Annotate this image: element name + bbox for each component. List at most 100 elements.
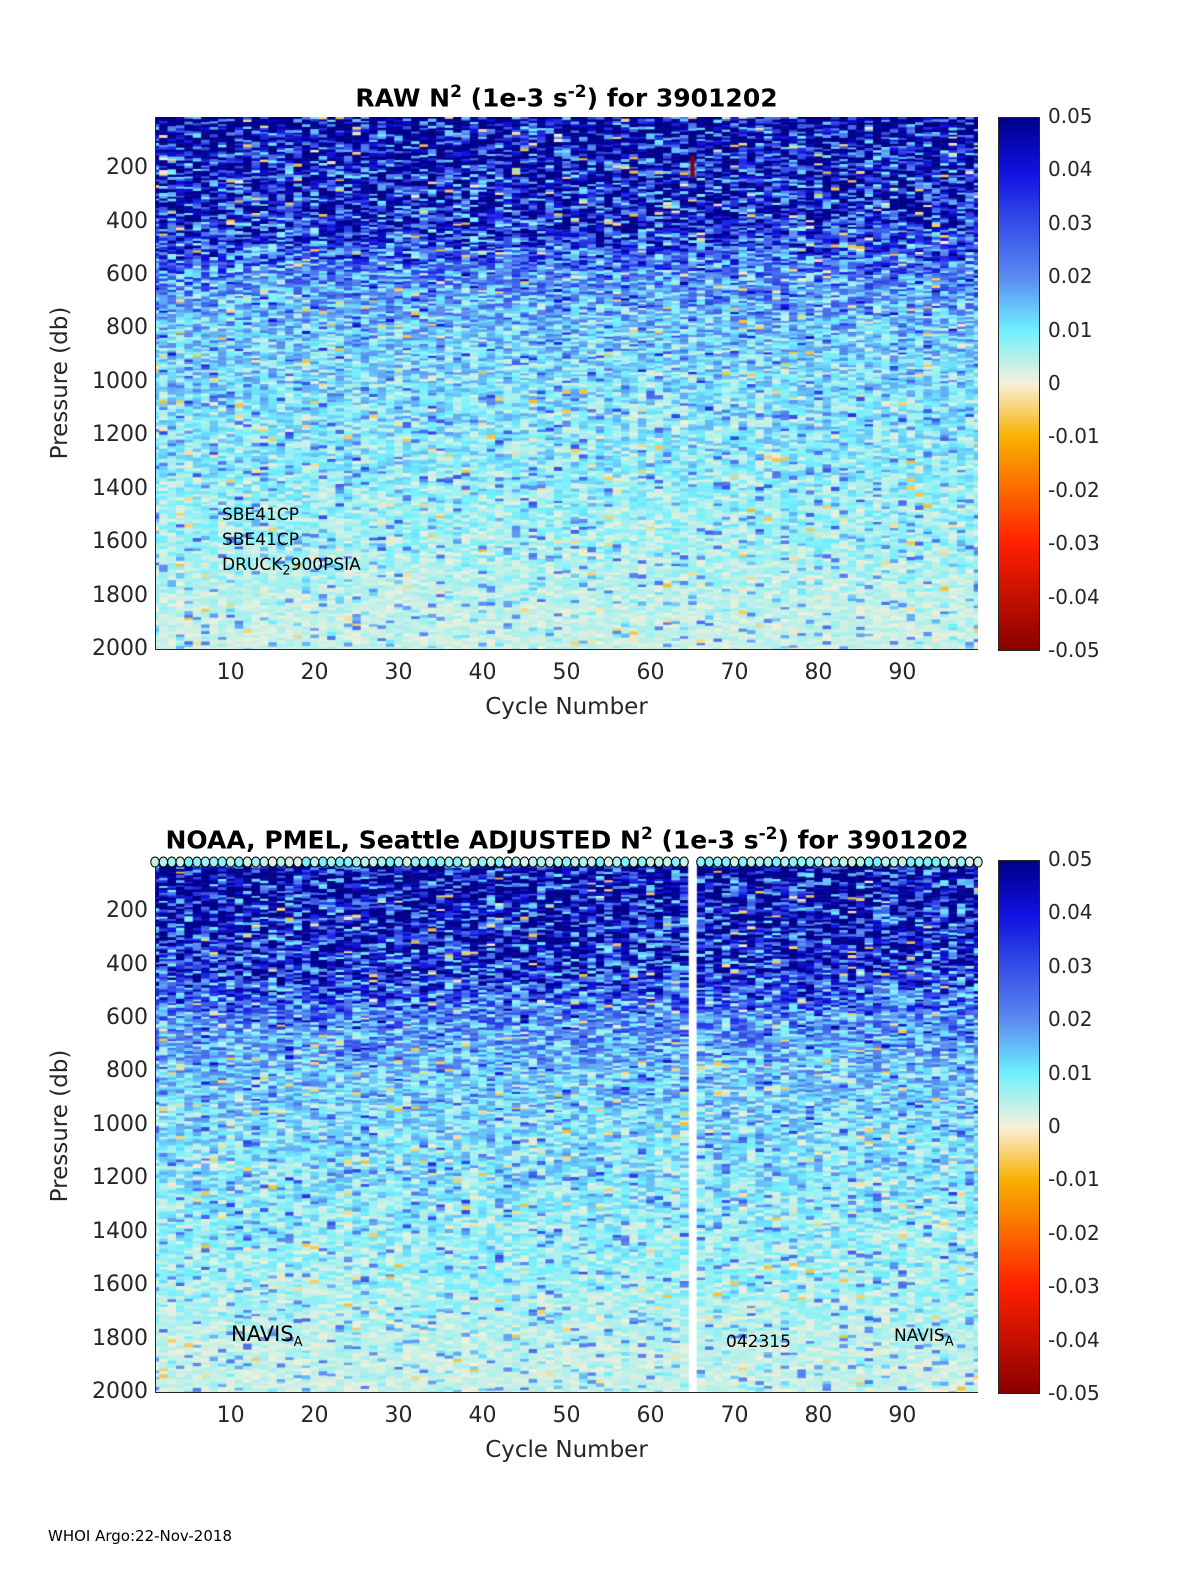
x-tick-label: 40 bbox=[468, 660, 497, 685]
surface-marker bbox=[393, 856, 404, 868]
surface-marker bbox=[427, 856, 437, 868]
surface-marker bbox=[771, 856, 782, 868]
surface-marker bbox=[461, 856, 471, 868]
surface-marker bbox=[662, 856, 672, 868]
annotation-float-type-right: NAVISA bbox=[894, 1326, 954, 1350]
x-tick-label: 40 bbox=[468, 1403, 497, 1428]
y-tick-label: 200 bbox=[106, 898, 148, 924]
annotation-serial: 042315 bbox=[726, 1332, 791, 1352]
surface-marker bbox=[284, 856, 295, 868]
y-tick-label: 800 bbox=[106, 315, 148, 341]
x-tick-label: 60 bbox=[636, 1403, 665, 1428]
colorbar-tick-label: 0.05 bbox=[1048, 847, 1093, 871]
y-tick-label: 1000 bbox=[92, 1111, 148, 1137]
y-tick-label: 400 bbox=[106, 951, 148, 977]
x-tick-label: 80 bbox=[804, 660, 833, 685]
x-tick-label: 10 bbox=[216, 1403, 245, 1428]
surface-marker bbox=[872, 856, 882, 868]
x-tick-label: 80 bbox=[804, 1403, 833, 1428]
surface-marker bbox=[864, 856, 874, 868]
colorbar-tick-label: 0 bbox=[1048, 1114, 1061, 1138]
surface-marker bbox=[830, 856, 840, 868]
y-tick-label: 2000 bbox=[92, 1379, 148, 1404]
annotation-sensor-2: SBE41CP bbox=[222, 530, 299, 550]
surface-marker bbox=[301, 856, 311, 868]
surface-marker bbox=[973, 856, 983, 868]
surface-marker bbox=[293, 856, 303, 868]
surface-marker bbox=[696, 856, 706, 868]
surface-marker bbox=[276, 856, 286, 868]
surface-marker bbox=[192, 856, 202, 868]
x-tick-label: 90 bbox=[888, 660, 917, 685]
colorbar-tick-label: -0.04 bbox=[1048, 1327, 1100, 1352]
colorbar-tick-label: 0.02 bbox=[1048, 1007, 1093, 1032]
surface-marker bbox=[956, 856, 966, 868]
x-tick-label: 20 bbox=[300, 1403, 329, 1428]
surface-marker bbox=[637, 856, 647, 868]
surface-marker bbox=[326, 856, 337, 868]
surface-marker bbox=[620, 856, 630, 868]
colorbar-tick-label: 0.01 bbox=[1048, 1060, 1093, 1085]
bottom-title: NOAA, PMEL, Seattle ADJUSTED N2 (1e-3 s-… bbox=[165, 824, 969, 855]
y-tick-label: 1600 bbox=[92, 529, 148, 555]
surface-marker bbox=[704, 856, 714, 868]
colorbar-tick-label: -0.02 bbox=[1048, 1220, 1100, 1245]
bottom-x-axis-label: Cycle Number bbox=[485, 1437, 648, 1463]
surface-marker bbox=[528, 856, 538, 868]
colorbar-tick-label: -0.01 bbox=[1048, 424, 1100, 449]
surface-marker bbox=[763, 856, 773, 868]
surface-marker bbox=[561, 856, 572, 868]
surface-marker bbox=[738, 856, 748, 868]
colorbar-tick-label: 0.04 bbox=[1048, 900, 1093, 925]
colorbar-tick-label: -0.04 bbox=[1048, 584, 1100, 609]
surface-marker bbox=[612, 856, 622, 868]
surface-marker bbox=[922, 856, 933, 868]
surface-marker bbox=[444, 856, 454, 868]
surface-marker bbox=[654, 856, 664, 868]
surface-marker bbox=[175, 856, 185, 868]
y-tick-label: 600 bbox=[106, 261, 148, 287]
y-tick-label: 1200 bbox=[92, 1165, 148, 1191]
surface-value-markers bbox=[150, 856, 983, 868]
top-y-axis-label: Pressure (db) bbox=[47, 306, 73, 460]
surface-marker bbox=[385, 856, 395, 868]
surface-marker bbox=[494, 856, 505, 868]
colorbar-tick-label: -0.03 bbox=[1048, 1274, 1100, 1299]
annotation-float-type-left: NAVISA bbox=[231, 1322, 303, 1351]
surface-marker bbox=[360, 856, 370, 868]
surface-marker bbox=[435, 856, 446, 868]
bottom-y-axis-label: Pressure (db) bbox=[47, 1049, 73, 1203]
surface-marker bbox=[419, 856, 429, 868]
surface-marker bbox=[377, 856, 387, 868]
surface-marker bbox=[855, 856, 866, 868]
y-tick-label: 1200 bbox=[92, 422, 148, 448]
y-tick-label: 2000 bbox=[92, 636, 148, 661]
colorbar-tick-label: 0.04 bbox=[1048, 157, 1093, 182]
surface-marker bbox=[729, 856, 740, 868]
x-tick-label: 20 bbox=[300, 660, 329, 685]
surface-marker bbox=[242, 856, 253, 868]
x-tick-label: 50 bbox=[552, 660, 581, 685]
surface-marker bbox=[309, 856, 320, 868]
surface-marker bbox=[948, 856, 958, 868]
y-tick-label: 1400 bbox=[92, 475, 148, 501]
bottom-heatmap-cells bbox=[155, 860, 978, 1393]
top-x-axis-label: Cycle Number bbox=[485, 694, 648, 720]
surface-marker bbox=[335, 856, 345, 868]
y-tick-label: 1600 bbox=[92, 1272, 148, 1298]
x-tick-label: 30 bbox=[384, 1403, 413, 1428]
bottom-heatmap bbox=[155, 860, 978, 1393]
y-tick-label: 200 bbox=[106, 155, 148, 181]
surface-marker bbox=[788, 856, 798, 868]
x-tick-label: 70 bbox=[720, 660, 749, 685]
surface-marker bbox=[931, 856, 941, 868]
surface-marker bbox=[503, 856, 513, 868]
y-tick-label: 1000 bbox=[92, 368, 148, 394]
surface-marker bbox=[183, 856, 194, 868]
top-heatmap-cells bbox=[155, 117, 978, 650]
surface-marker bbox=[158, 856, 169, 868]
surface-marker bbox=[670, 856, 681, 868]
surface-marker bbox=[150, 856, 160, 868]
surface-marker bbox=[796, 856, 807, 868]
surface-marker bbox=[217, 856, 227, 868]
